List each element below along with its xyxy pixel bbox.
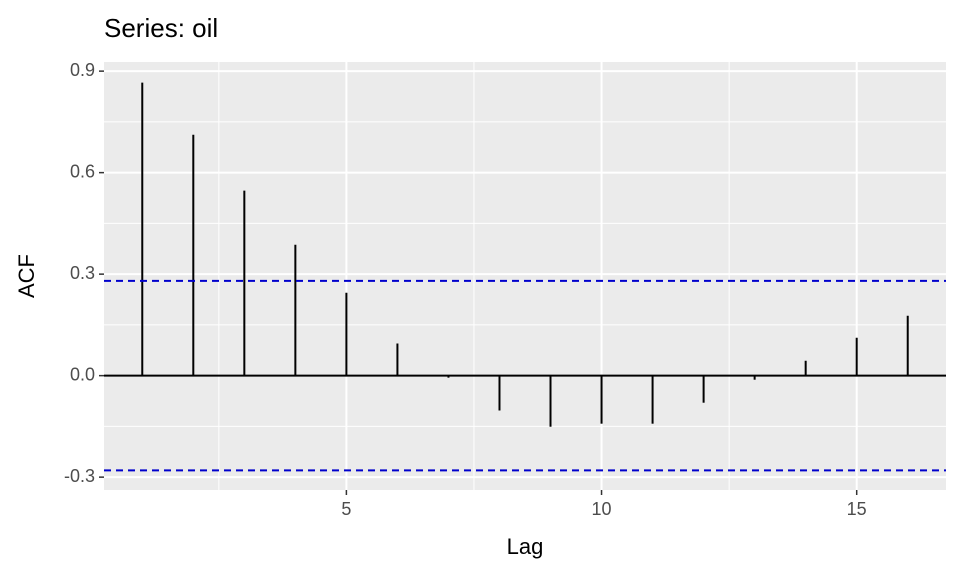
x-tick-label: 10 (592, 499, 612, 519)
x-tick-label: 15 (847, 499, 867, 519)
y-tick-label: 0.9 (70, 60, 95, 80)
y-tick-label: 0.0 (70, 364, 95, 384)
chart-title: Series: oil (104, 13, 218, 43)
panel (104, 62, 946, 490)
y-tick-label: -0.3 (64, 466, 95, 486)
y-axis-title: ACF (14, 254, 39, 298)
x-tick-label: 5 (341, 499, 351, 519)
x-axis-title: Lag (507, 534, 544, 559)
y-tick-label: 0.6 (70, 161, 95, 181)
y-tick-label: 0.3 (70, 263, 95, 283)
